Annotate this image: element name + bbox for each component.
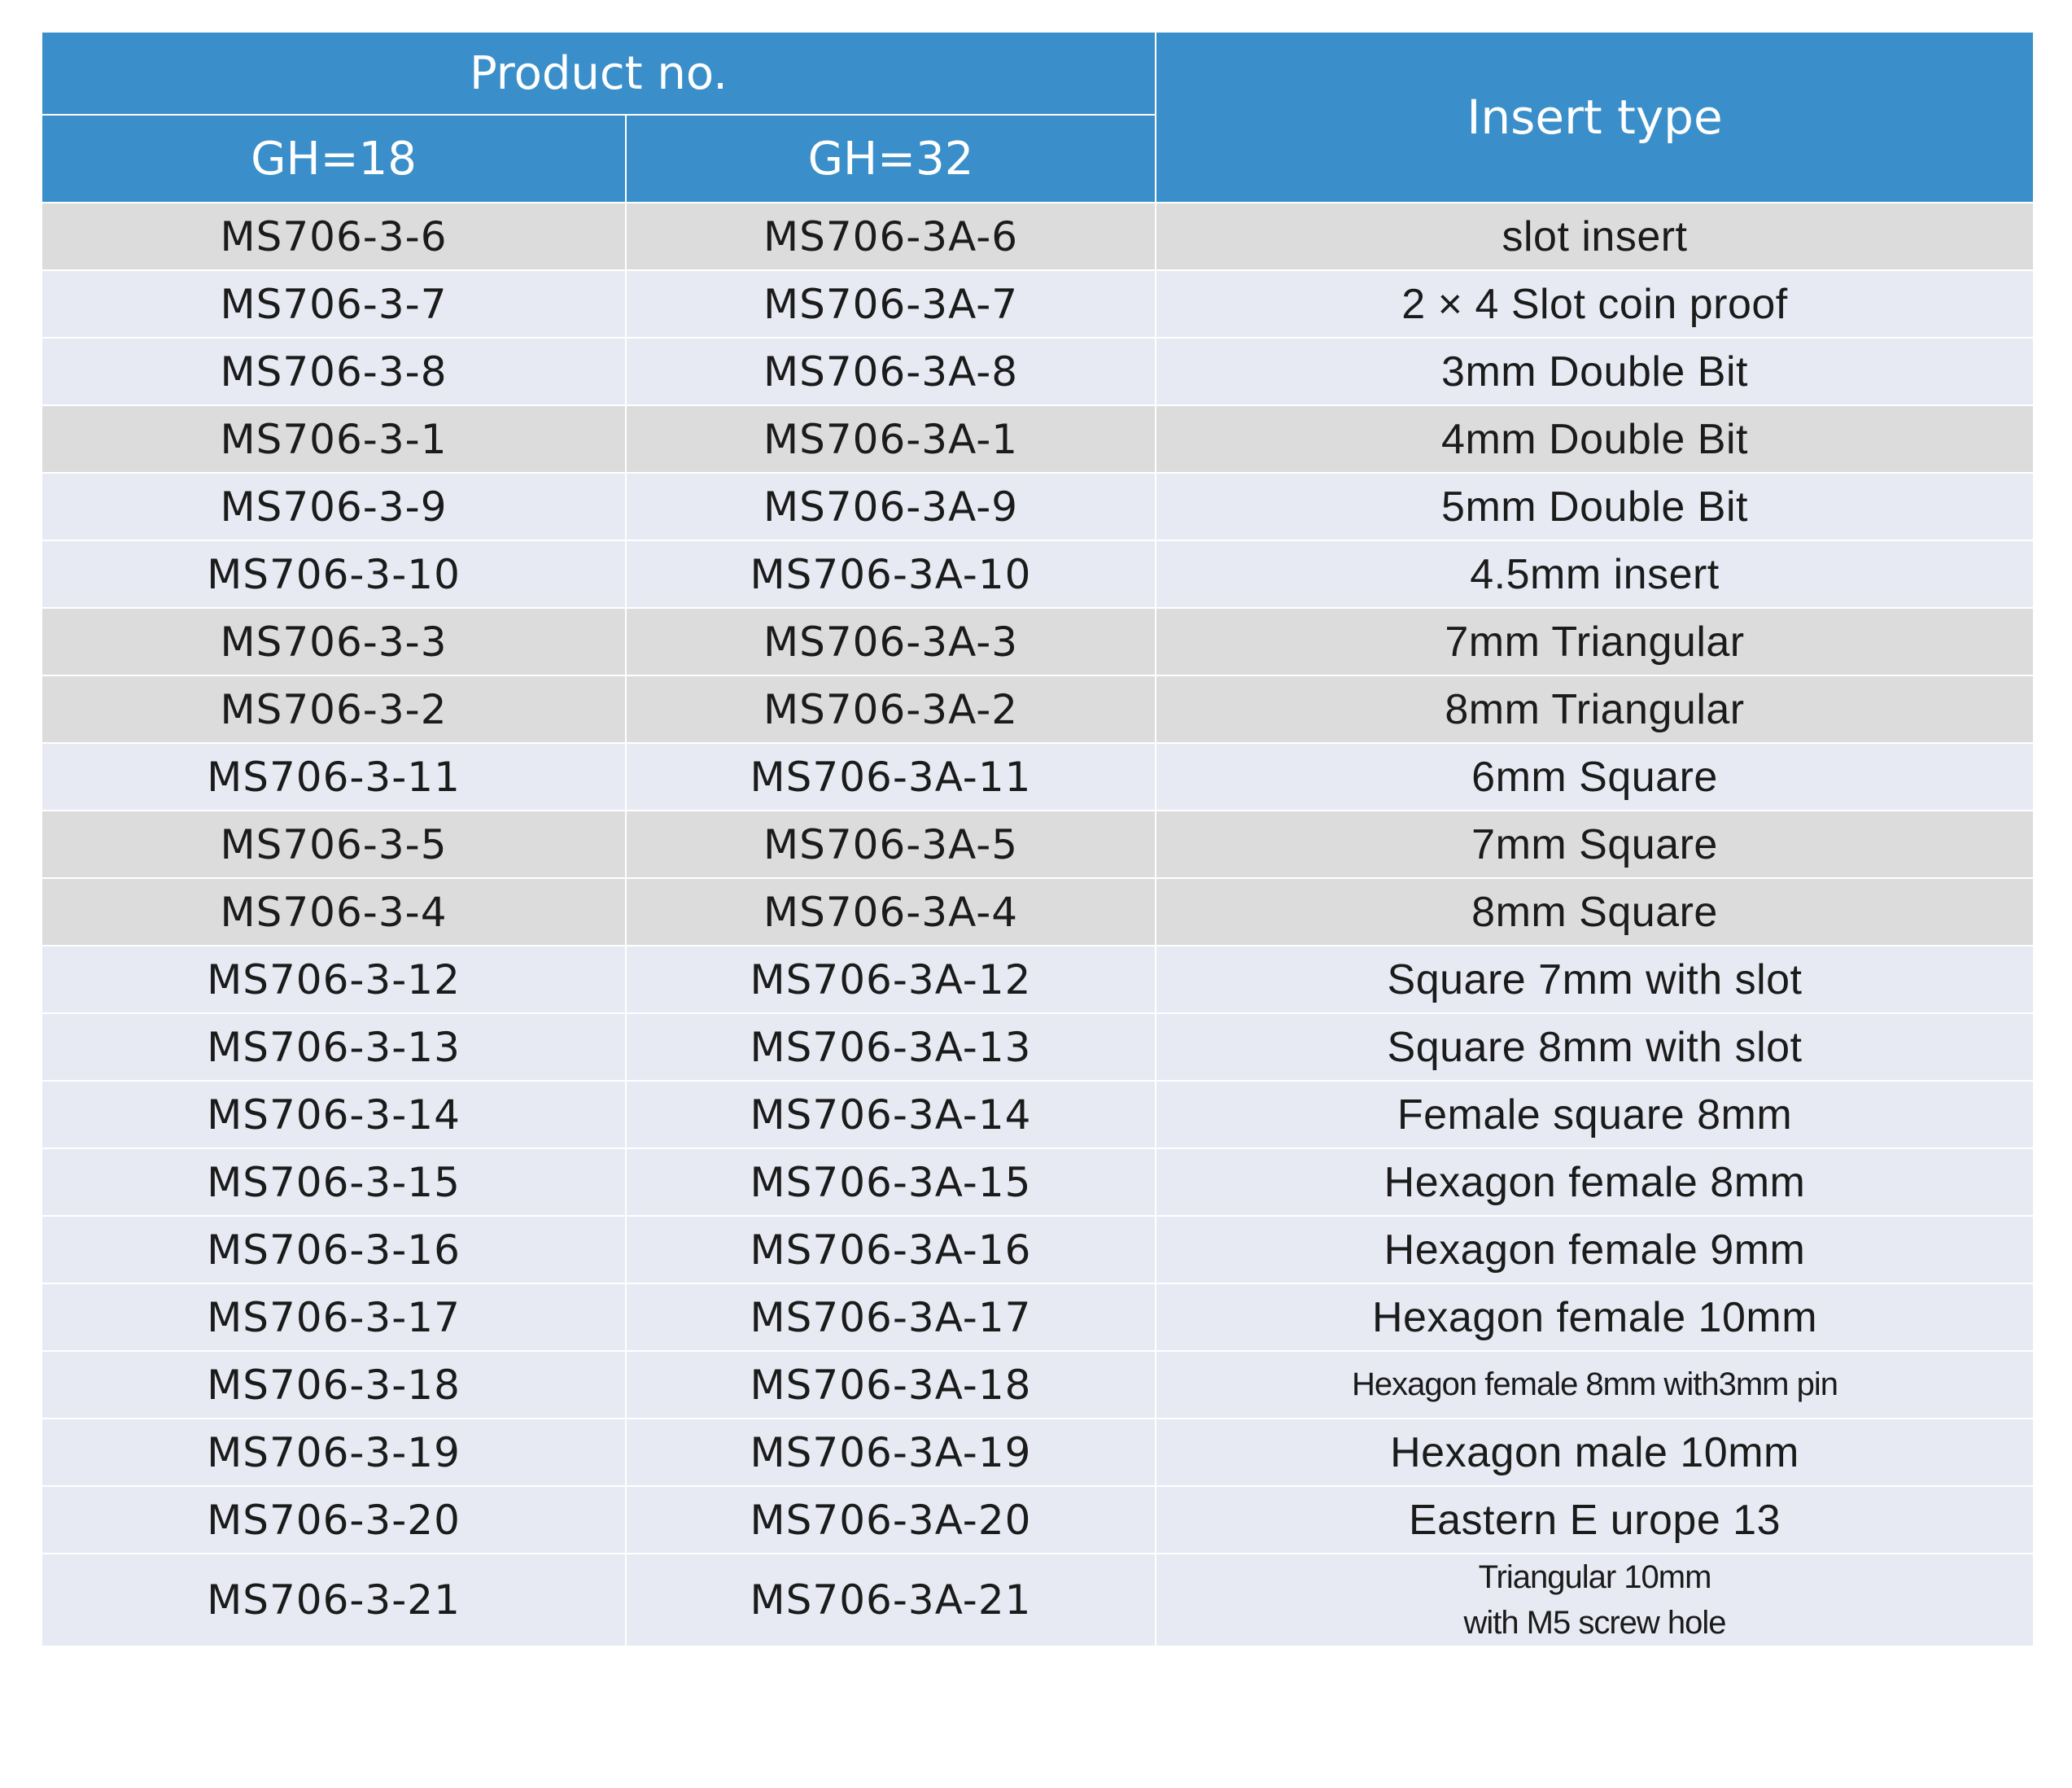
insert-type-cell: 8mm Square <box>1155 877 2033 946</box>
gh32-product-code: MS706-3A-4 <box>625 877 1156 946</box>
gh18-product-code: MS706-3-19 <box>42 1418 627 1487</box>
insert-spec-table: Product no. Insert type GH=18 GH=32 MS70… <box>42 33 2033 1647</box>
table-row: MS706-3-5 MS706-3A-5 7mm Square <box>42 810 2033 879</box>
gh18-product-code: MS706-3-5 <box>42 810 627 879</box>
gh18-product-code: MS706-3-9 <box>42 472 627 541</box>
insert-type-cell: Square 8mm with slot <box>1155 1012 2033 1082</box>
insert-type-cell: 8mm Triangular <box>1155 675 2033 744</box>
insert-type-cell: Hexagon male 10mm <box>1155 1418 2033 1487</box>
gh18-product-code: MS706-3-4 <box>42 877 627 946</box>
gh18-product-code: MS706-3-14 <box>42 1080 627 1149</box>
insert-type-header: Insert type <box>1155 33 2033 203</box>
gh18-product-code: MS706-3-8 <box>42 337 627 406</box>
insert-type-cell: 4mm Double Bit <box>1155 404 2033 474</box>
insert-type-cell: 2 × 4 Slot coin proof <box>1155 269 2033 339</box>
gh32-product-code: MS706-3A-8 <box>625 337 1156 406</box>
gh32-product-code: MS706-3A-21 <box>625 1553 1156 1647</box>
gh32-product-code: MS706-3A-2 <box>625 675 1156 744</box>
gh32-product-code: MS706-3A-15 <box>625 1148 1156 1217</box>
table-row: MS706-3-10 MS706-3A-10 4.5mm insert <box>42 540 2033 609</box>
table-row: MS706-3-19 MS706-3A-19 Hexagon male 10mm <box>42 1418 2033 1487</box>
gh18-product-code: MS706-3-16 <box>42 1215 627 1284</box>
table-row: MS706-3-16 MS706-3A-16 Hexagon female 9mm <box>42 1215 2033 1284</box>
table-row: MS706-3-3 MS706-3A-3 7mm Triangular <box>42 607 2033 676</box>
gh32-product-code: MS706-3A-7 <box>625 269 1156 339</box>
insert-type-cell: Hexagon female 9mm <box>1155 1215 2033 1284</box>
table-row: MS706-3-18 MS706-3A-18 Hexagon female 8mm … <box>42 1350 2033 1419</box>
gh32-product-code: MS706-3A-13 <box>625 1012 1156 1082</box>
gh18-product-code: MS706-3-18 <box>42 1350 627 1419</box>
table-row: MS706-3-20 MS706-3A-20 Eastern E urope 13 <box>42 1485 2033 1554</box>
insert-type-cell: 5mm Double Bit <box>1155 472 2033 541</box>
table-row: MS706-3-4 MS706-3A-4 8mm Square <box>42 877 2033 946</box>
insert-type-cell: Hexagon female 8mm with3mm pin <box>1155 1350 2033 1419</box>
gh18-product-code: MS706-3-6 <box>42 202 627 271</box>
insert-type-cell: Square 7mm with slot <box>1155 945 2033 1014</box>
table-row: MS706-3-21 MS706-3A-21 Triangular 10mm wit… <box>42 1553 2033 1647</box>
gh32-product-code: MS706-3A-9 <box>625 472 1156 541</box>
insert-type-cell: 4.5mm insert <box>1155 540 2033 609</box>
gh18-product-code: MS706-3-3 <box>42 607 627 676</box>
table-row: MS706-3-6 MS706-3A-6 slot insert <box>42 202 2033 271</box>
gh18-product-code: MS706-3-1 <box>42 404 627 474</box>
gh18-product-code: MS706-3-13 <box>42 1012 627 1082</box>
gh18-product-code: MS706-3-20 <box>42 1485 627 1554</box>
insert-type-cell: Eastern E urope 13 <box>1155 1485 2033 1554</box>
gh32-header: GH=32 <box>625 114 1156 203</box>
insert-type-cell: 7mm Triangular <box>1155 607 2033 676</box>
table-row: MS706-3-17 MS706-3A-17 Hexagon female 10mm <box>42 1283 2033 1352</box>
gh18-product-code: MS706-3-15 <box>42 1148 627 1217</box>
table-row: MS706-3-7 MS706-3A-7 2 × 4 Slot coin proof <box>42 269 2033 339</box>
table-row: MS706-3-14 MS706-3A-14 Female square 8mm <box>42 1080 2033 1149</box>
gh32-product-code: MS706-3A-18 <box>625 1350 1156 1419</box>
insert-type-cell: slot insert <box>1155 202 2033 271</box>
table-row: MS706-3-9 MS706-3A-9 5mm Double Bit <box>42 472 2033 541</box>
gh18-product-code: MS706-3-12 <box>42 945 627 1014</box>
gh18-product-code: MS706-3-17 <box>42 1283 627 1352</box>
gh18-product-code: MS706-3-10 <box>42 540 627 609</box>
gh32-product-code: MS706-3A-1 <box>625 404 1156 474</box>
gh32-product-code: MS706-3A-5 <box>625 810 1156 879</box>
table-row: MS706-3-15 MS706-3A-15 Hexagon female 8mm <box>42 1148 2033 1217</box>
gh32-product-code: MS706-3A-19 <box>625 1418 1156 1487</box>
gh18-header: GH=18 <box>42 114 627 203</box>
insert-type-cell: Hexagon female 8mm <box>1155 1148 2033 1217</box>
gh18-product-code: MS706-3-11 <box>42 742 627 811</box>
table-row: MS706-3-2 MS706-3A-2 8mm Triangular <box>42 675 2033 744</box>
gh32-product-code: MS706-3A-11 <box>625 742 1156 811</box>
gh32-product-code: MS706-3A-6 <box>625 202 1156 271</box>
insert-type-cell: Hexagon female 10mm <box>1155 1283 2033 1352</box>
table-row: MS706-3-1 MS706-3A-1 4mm Double Bit <box>42 404 2033 474</box>
insert-type-cell: Female square 8mm <box>1155 1080 2033 1149</box>
insert-type-cell: 6mm Square <box>1155 742 2033 811</box>
gh32-product-code: MS706-3A-3 <box>625 607 1156 676</box>
gh32-product-code: MS706-3A-10 <box>625 540 1156 609</box>
gh18-product-code: MS706-3-7 <box>42 269 627 339</box>
gh32-product-code: MS706-3A-20 <box>625 1485 1156 1554</box>
gh18-product-code: MS706-3-21 <box>42 1553 627 1647</box>
gh18-product-code: MS706-3-2 <box>42 675 627 744</box>
table-body: MS706-3-6 MS706-3A-6 slot insert MS706-3-7 M… <box>42 202 2033 1647</box>
table-row: MS706-3-13 MS706-3A-13 Square 8mm with slo… <box>42 1012 2033 1082</box>
insert-type-cell: 7mm Square <box>1155 810 2033 879</box>
product-no-header: Product no. <box>42 33 1156 116</box>
gh32-product-code: MS706-3A-12 <box>625 945 1156 1014</box>
table-row: MS706-3-12 MS706-3A-12 Square 7mm with slo… <box>42 945 2033 1014</box>
insert-type-cell: Triangular 10mm with M5 screw hole <box>1155 1553 2033 1647</box>
table-header: Product no. Insert type GH=18 GH=32 <box>42 33 2033 203</box>
table-row: MS706-3-8 MS706-3A-8 3mm Double Bit <box>42 337 2033 406</box>
gh32-product-code: MS706-3A-17 <box>625 1283 1156 1352</box>
insert-type-cell: 3mm Double Bit <box>1155 337 2033 406</box>
gh32-product-code: MS706-3A-16 <box>625 1215 1156 1284</box>
table-row: MS706-3-11 MS706-3A-11 6mm Square <box>42 742 2033 811</box>
gh32-product-code: MS706-3A-14 <box>625 1080 1156 1149</box>
